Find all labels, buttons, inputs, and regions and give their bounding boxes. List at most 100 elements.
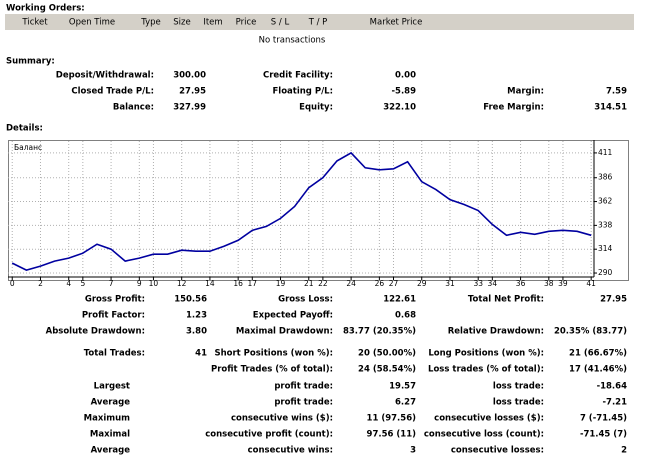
section-title: Working Orders: <box>6 4 85 14</box>
value: 24 (58.54%) <box>358 365 416 375</box>
column-header: Type <box>140 18 161 28</box>
label: loss trade: <box>493 382 544 392</box>
column-header: Item <box>203 18 222 28</box>
y-tick-label: 362 <box>598 197 613 206</box>
label: consecutive wins: <box>248 446 333 456</box>
label: Total Trades: <box>84 349 145 359</box>
label: profit trade: <box>274 398 333 408</box>
label: Maximal <box>90 430 130 440</box>
x-tick-label: 31 <box>445 279 455 288</box>
label: Margin: <box>507 87 544 97</box>
value: 3 <box>410 446 416 456</box>
x-tick-label: 19 <box>276 279 286 288</box>
label: Free Margin: <box>483 103 544 113</box>
x-tick-label: 0 <box>10 279 15 288</box>
column-header: T / P <box>308 18 328 28</box>
column-header: Open Time <box>69 18 115 28</box>
value: 7 (-71.45) <box>580 414 627 424</box>
label: Balance: <box>113 103 154 113</box>
label: Expected Payoff: <box>253 311 333 321</box>
label: Largest <box>94 382 130 392</box>
label: profit trade: <box>274 382 333 392</box>
x-tick-label: 12 <box>177 279 187 288</box>
x-tick-label: 27 <box>389 279 399 288</box>
label: consecutive losses: <box>451 446 544 456</box>
value: 322.10 <box>383 103 416 113</box>
value: 2 <box>621 446 627 456</box>
column-header: Ticket <box>21 18 48 28</box>
y-tick-label: 338 <box>598 220 613 229</box>
chart-frame <box>9 141 629 281</box>
label: Absolute Drawdown: <box>46 327 145 337</box>
x-tick-label: 34 <box>488 279 498 288</box>
x-tick-label: 14 <box>205 279 215 288</box>
x-tick-label: 16 <box>233 279 243 288</box>
label: consecutive loss (count): <box>424 430 544 440</box>
label: consecutive losses ($): <box>434 414 544 424</box>
value: 20 (50.00%) <box>358 349 416 359</box>
column-header: Price <box>236 18 257 28</box>
value: 97.56 (11) <box>367 430 417 440</box>
label: Relative Drawdown: <box>448 327 544 337</box>
value: 314.51 <box>594 103 627 113</box>
value: 17 (41.46%) <box>569 365 627 375</box>
x-tick-label: 5 <box>80 279 85 288</box>
column-header: S / L <box>271 18 290 28</box>
value: 27.95 <box>600 295 627 305</box>
label: consecutive profit (count): <box>205 430 333 440</box>
value: 3.80 <box>186 327 207 337</box>
empty-text: No transactions <box>259 36 326 46</box>
value: 21 (66.67%) <box>569 349 627 359</box>
value: 27.95 <box>179 87 206 97</box>
x-tick-label: 9 <box>137 279 142 288</box>
x-tick-label: 41 <box>586 279 596 288</box>
value: -5.89 <box>392 87 417 97</box>
label: Total Net Profit: <box>468 295 544 305</box>
section-title: Summary: <box>6 57 55 67</box>
value: 327.99 <box>173 103 206 113</box>
label: Long Positions (won %): <box>428 349 544 359</box>
label: Profit Factor: <box>82 311 145 321</box>
x-tick-label: 2 <box>38 279 43 288</box>
y-tick-label: 290 <box>598 268 613 277</box>
x-tick-label: 29 <box>417 279 427 288</box>
label: Closed Trade P/L: <box>71 87 154 97</box>
value: 150.56 <box>174 295 207 305</box>
value: 0.68 <box>395 311 416 321</box>
section-title: Details: <box>6 124 43 134</box>
label: Maximum <box>84 414 130 424</box>
y-tick-label: 411 <box>598 148 613 157</box>
value: -7.21 <box>603 398 628 408</box>
label: Deposit/Withdrawal: <box>56 71 154 81</box>
value: -71.45 (7) <box>580 430 627 440</box>
x-tick-label: 22 <box>318 279 328 288</box>
label: loss trade: <box>493 398 544 408</box>
x-tick-label: 17 <box>248 279 258 288</box>
value: 7.59 <box>606 87 627 97</box>
label: Credit Facility: <box>263 71 333 81</box>
label: Average <box>91 446 131 456</box>
value: 83.77 (20.35%) <box>343 327 416 337</box>
x-tick-label: 4 <box>66 279 71 288</box>
value: 6.27 <box>395 398 416 408</box>
label: consecutive wins ($): <box>231 414 333 424</box>
x-tick-label: 26 <box>375 279 385 288</box>
column-header: Market Price <box>370 18 423 28</box>
value: 1.23 <box>186 311 207 321</box>
x-tick-label: 33 <box>473 279 483 288</box>
label: Loss trades (% of total): <box>428 365 544 375</box>
label: Maximal Drawdown: <box>236 327 333 337</box>
y-tick-label: 314 <box>598 244 613 253</box>
x-tick-label: 39 <box>558 279 568 288</box>
label: Gross Loss: <box>278 295 333 305</box>
value: 300.00 <box>173 71 206 81</box>
y-tick-label: 386 <box>598 173 613 182</box>
label: Equity: <box>299 103 333 113</box>
value: 19.57 <box>389 382 416 392</box>
column-header: Size <box>173 18 190 28</box>
value: 0.00 <box>395 71 416 81</box>
legend-label: Баланс <box>14 143 42 152</box>
x-tick-label: 21 <box>304 279 314 288</box>
value: 11 (97.56) <box>367 414 417 424</box>
